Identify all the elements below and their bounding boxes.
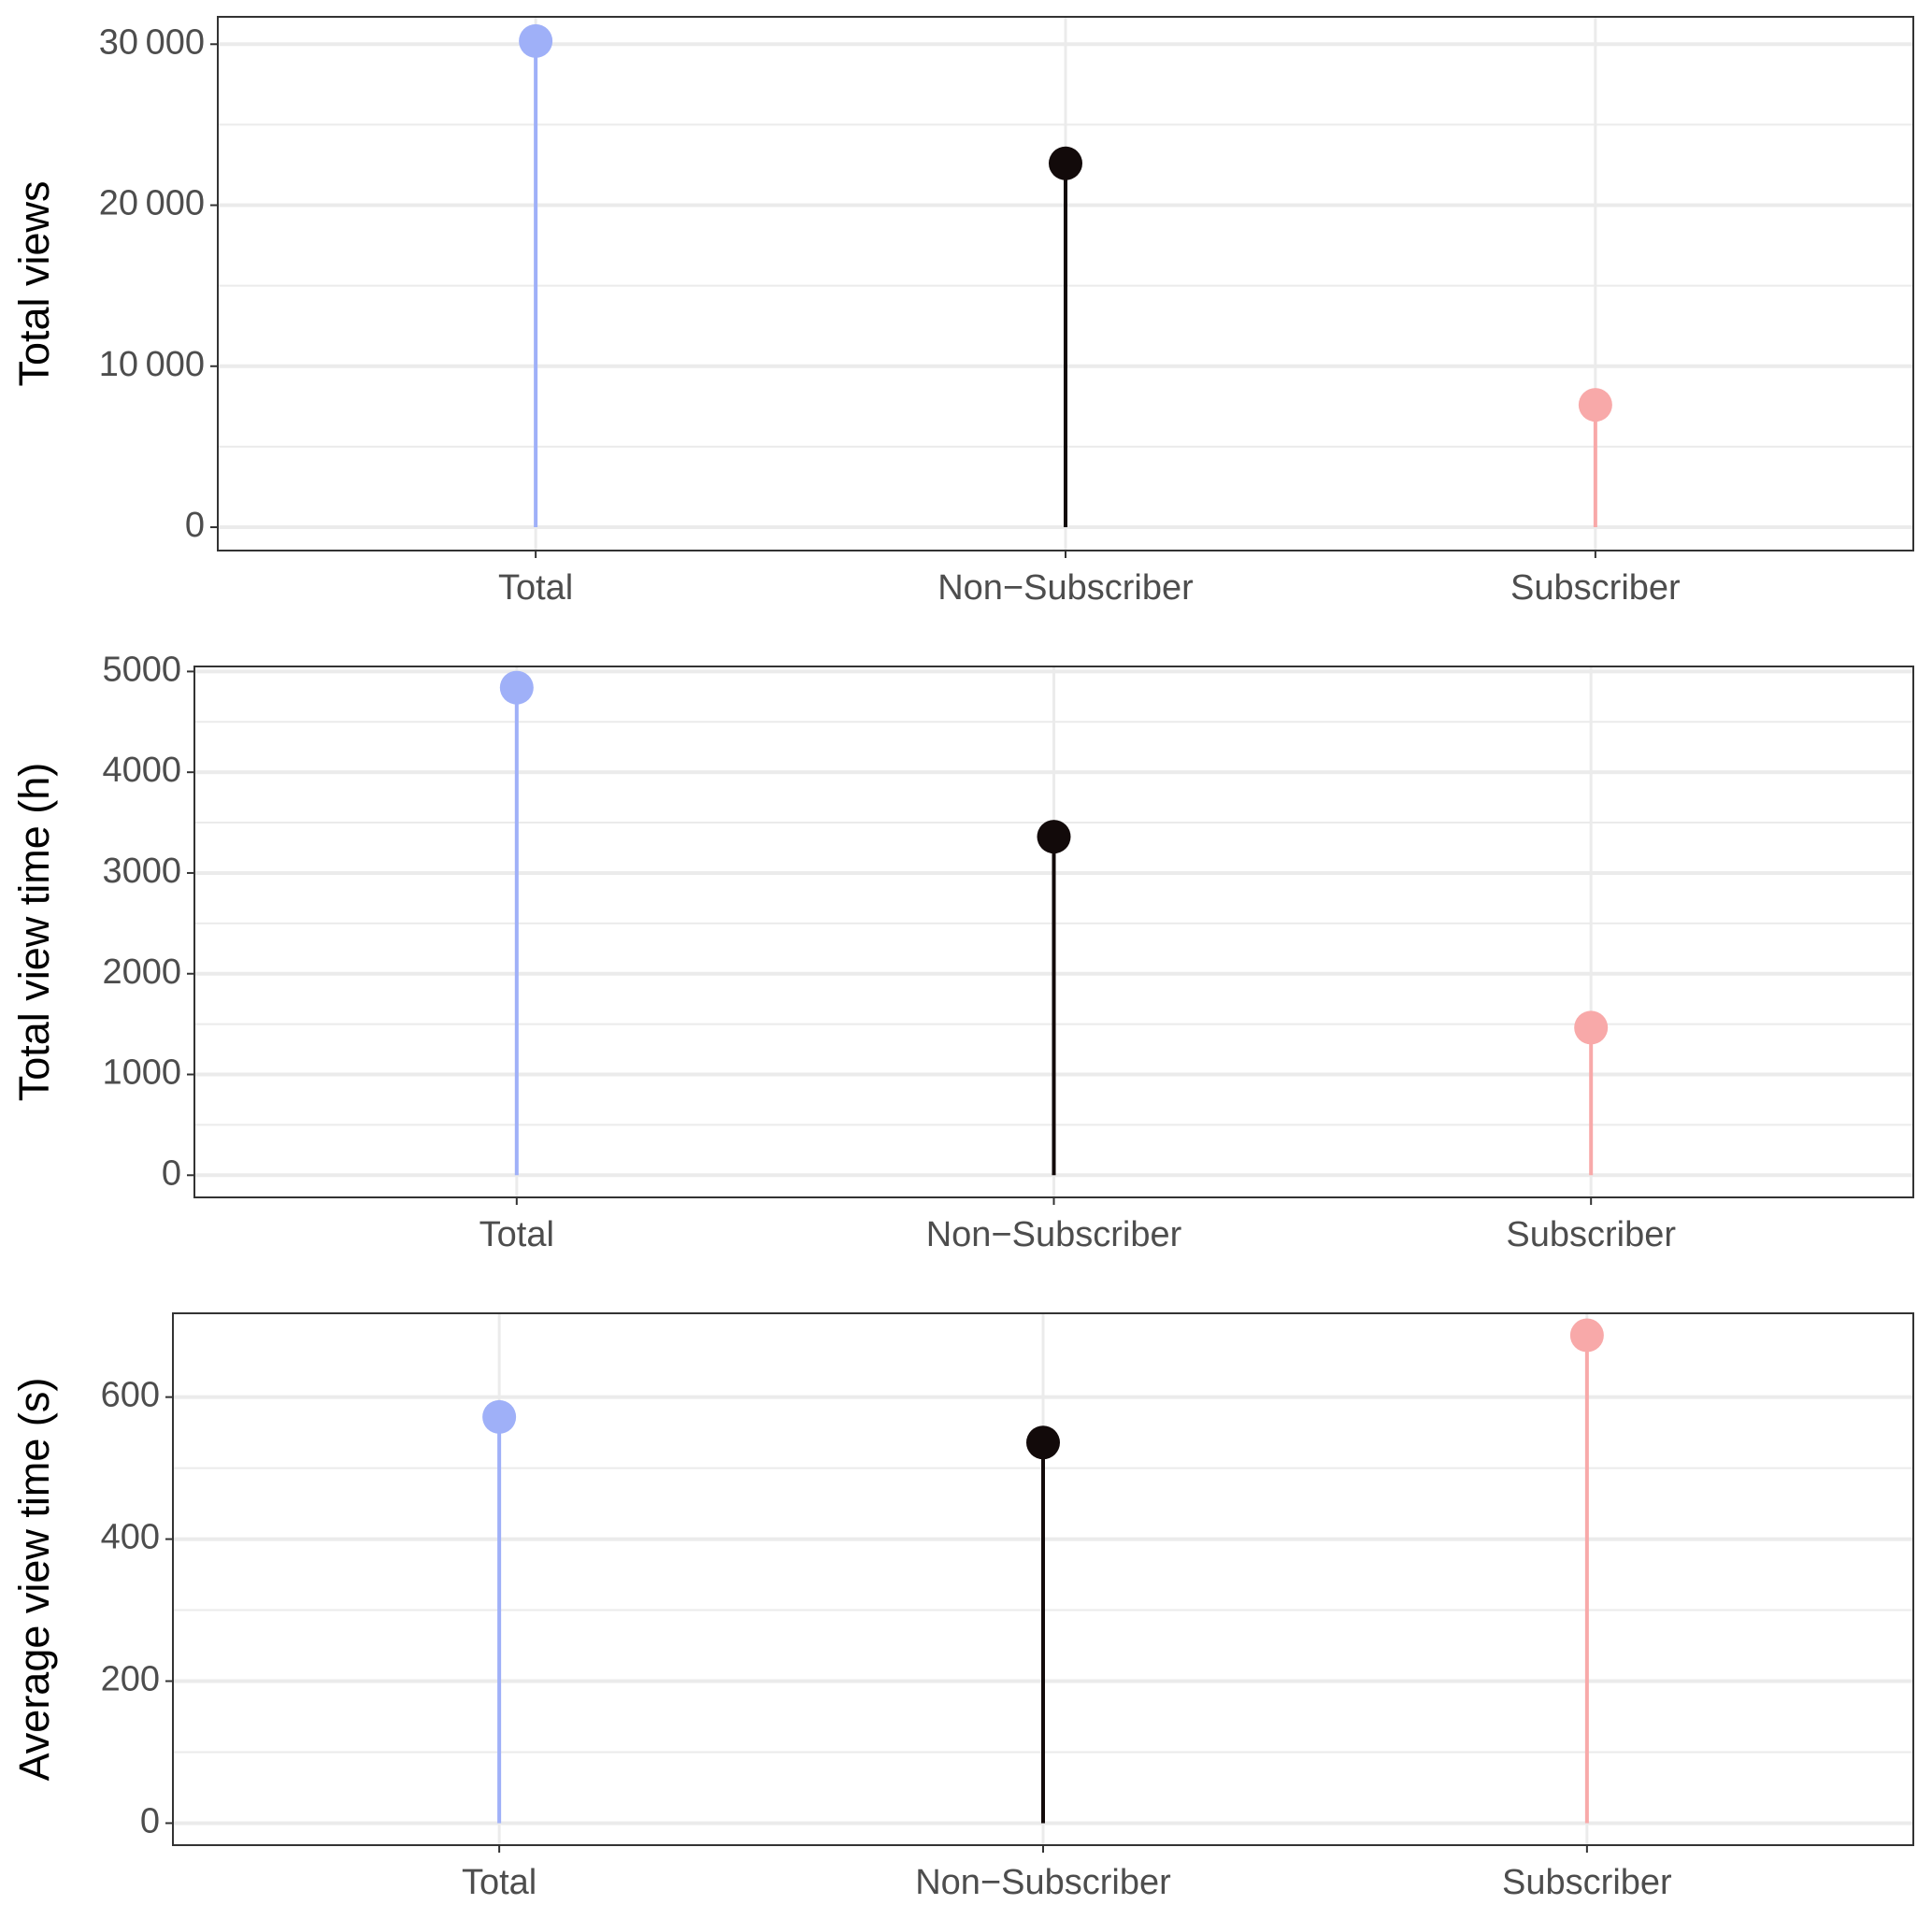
x-tick-label: Total xyxy=(479,1215,554,1254)
panel-border xyxy=(217,16,1914,551)
lollipop-point xyxy=(482,1399,517,1434)
y-tick-label: 400 xyxy=(101,1518,160,1557)
lollipop-point xyxy=(1049,146,1082,180)
y-tick-label: 200 xyxy=(101,1660,160,1699)
y-tick-label: 3000 xyxy=(102,852,181,891)
y-tick-label: 1000 xyxy=(102,1053,181,1093)
y-tick-label: 10 000 xyxy=(99,345,205,384)
y-axis-title: Total views xyxy=(10,180,58,386)
y-tick-label: 2000 xyxy=(102,952,181,992)
panel-border xyxy=(193,666,1914,1198)
lollipop-point xyxy=(1026,1425,1060,1460)
lollipop-point xyxy=(1574,1010,1609,1045)
lollipop-point xyxy=(1578,388,1612,422)
lollipop-point xyxy=(499,670,534,705)
y-tick-label: 4000 xyxy=(102,751,181,790)
x-tick-label: Non−Subscriber xyxy=(915,1863,1171,1902)
x-tick-label: Non−Subscriber xyxy=(926,1215,1182,1254)
y-tick-label: 5000 xyxy=(102,650,181,689)
x-tick-label: Total xyxy=(462,1863,537,1902)
x-tick-label: Non−Subscriber xyxy=(937,568,1194,608)
x-tick-label: Total xyxy=(498,568,573,608)
y-tick-label: 20 000 xyxy=(99,184,205,223)
lollipop-point xyxy=(1569,1318,1604,1353)
y-axis-title: Total view time (h) xyxy=(10,763,58,1102)
y-tick-label: 0 xyxy=(185,506,205,545)
x-tick-label: Subscriber xyxy=(1510,568,1681,608)
panel-border xyxy=(172,1312,1914,1846)
y-tick-label: 600 xyxy=(101,1376,160,1415)
lollipop-point xyxy=(1037,820,1071,854)
y-tick-label: 30 000 xyxy=(99,22,205,62)
y-tick-label: 0 xyxy=(140,1801,160,1840)
y-axis-title: Average view time (s) xyxy=(10,1378,58,1782)
x-tick-label: Subscriber xyxy=(1506,1215,1676,1254)
lollipop-point xyxy=(519,23,553,58)
x-tick-label: Subscriber xyxy=(1502,1863,1672,1902)
y-tick-label: 0 xyxy=(162,1153,181,1193)
